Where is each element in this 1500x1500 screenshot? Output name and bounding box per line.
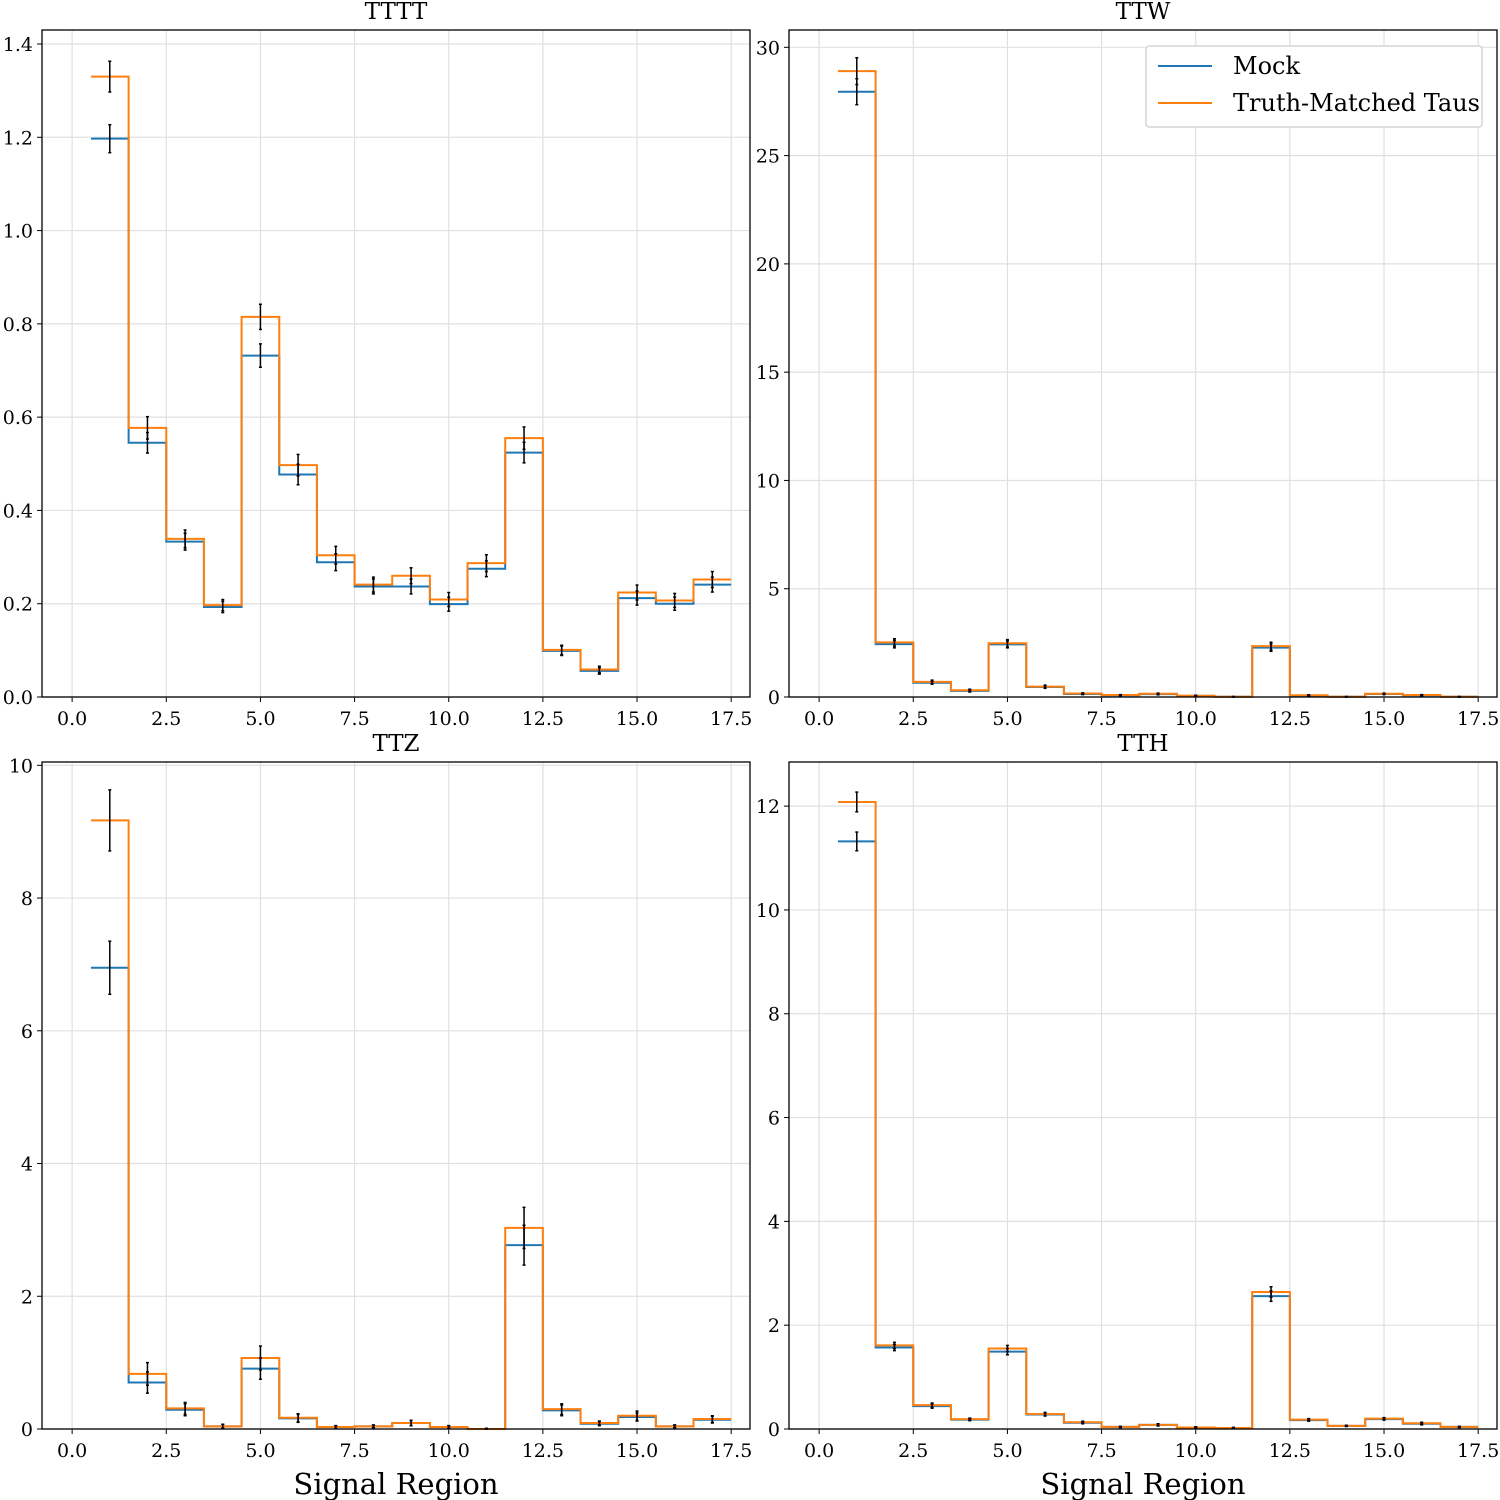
y-tick-label: 0 [21,1419,33,1441]
x-tick-label: 15.0 [1363,708,1405,730]
x-tick-label: 15.0 [616,708,658,730]
y-tick-label: 0.2 [3,594,33,616]
panel-title: TTH [1117,731,1168,757]
x-tick-label: 0.0 [57,1440,87,1462]
series-line-mock [837,90,1479,698]
panel-title: TTZ [372,731,419,757]
x-axis-label: Signal Region [1040,1467,1245,1500]
y-tick-label: 1.4 [3,34,33,56]
x-tick-label: 0.0 [804,1440,834,1462]
x-tick-label: 12.5 [1269,708,1311,730]
y-tick-label: 0 [768,1419,780,1441]
y-tick-label: 0.4 [3,500,33,522]
x-tick-label: 2.5 [898,1440,928,1462]
y-tick-label: 2 [21,1286,33,1308]
x-tick-label: 2.5 [151,1440,181,1462]
y-tick-label: 8 [768,1004,780,1026]
x-tick-label: 17.5 [710,1440,752,1462]
x-tick-label: 17.5 [710,708,752,730]
x-tick-label: 12.5 [522,1440,564,1462]
x-tick-label: 15.0 [616,1440,658,1462]
series-line-truth-matched-taus [837,70,1479,698]
series-line-mock [837,840,1479,1429]
legend-box [1145,45,1483,128]
series-line-truth-matched-taus [90,819,732,1430]
y-tick-label: 20 [756,254,780,276]
x-tick-label: 10.0 [1175,708,1217,730]
y-tick-label: 5 [768,579,780,601]
series-line-mock [90,966,732,1430]
x-tick-label: 17.5 [1457,1440,1499,1462]
axes-frame [41,29,751,698]
y-tick-label: 0.8 [3,314,33,336]
panel-tth: TTH Signal Region 0.0 2.5 5.0 7.5 10.0 12.5 15… [756,731,1500,1500]
x-tick-label: 7.5 [1086,708,1116,730]
y-tick-label: 4 [21,1154,33,1176]
y-tick-label: 10 [756,470,780,492]
x-tick-label: 5.0 [245,1440,275,1462]
x-tick-label: 2.5 [151,708,181,730]
y-tick-label: 25 [756,146,780,168]
panel-title: TTW [1116,0,1171,25]
y-tick-label: 10 [9,755,33,777]
y-tick-label: 6 [21,1021,33,1043]
x-tick-label: 10.0 [428,1440,470,1462]
x-tick-label: 7.5 [339,1440,369,1462]
y-tick-label: 12 [756,796,780,818]
x-tick-label: 15.0 [1363,1440,1405,1462]
y-tick-label: 30 [756,37,780,59]
legend-label-truth: Truth-Matched Taus [1233,89,1480,117]
x-tick-label: 7.5 [1086,1440,1116,1462]
panel-ttw: TTW 0.0 2.5 5.0 7.5 10.0 12.5 15.0 17.5 0 5 10 15 20… [756,0,1500,730]
x-tick-label: 5.0 [245,708,275,730]
x-tick-label: 10.0 [1175,1440,1217,1462]
series-line-truth-matched-taus [837,800,1479,1429]
x-tick-label: 2.5 [898,708,928,730]
x-tick-label: 17.5 [1457,708,1499,730]
y-tick-label: 10 [756,900,780,922]
x-axis-label: Signal Region [293,1467,498,1500]
panel-ttz: TTZ Signal Region 0.0 2.5 5.0 7.5 10.0 12.5 15… [9,731,753,1500]
x-tick-label: 12.5 [1269,1440,1311,1462]
y-tick-label: 1.0 [3,221,33,243]
x-tick-label: 10.0 [428,708,470,730]
legend-label-mock: Mock [1233,52,1300,80]
axes-frame [41,761,751,1430]
x-tick-label: 7.5 [339,708,369,730]
x-tick-label: 12.5 [522,708,564,730]
x-tick-label: 5.0 [992,1440,1022,1462]
x-tick-label: 5.0 [992,708,1022,730]
x-tick-label: 0.0 [804,708,834,730]
y-tick-label: 15 [756,362,780,384]
panel-title: TTTT [365,0,428,25]
y-tick-label: 4 [768,1211,780,1233]
y-tick-label: 0 [768,687,780,709]
legend: Mock Truth-Matched Taus [1145,45,1483,128]
x-tick-label: 0.0 [57,708,87,730]
y-tick-label: 0.0 [3,687,33,709]
y-tick-label: 1.2 [3,127,33,149]
y-tick-label: 0.6 [3,407,33,429]
axes-frame [788,761,1498,1430]
panel-tttt: TTTT 0.0 2.5 5.0 7.5 10.0 12.5 15.0 17.5 0.0 0.2 0… [3,0,753,730]
axes-frame [788,29,1498,698]
y-tick-label: 8 [21,888,33,910]
y-tick-label: 6 [768,1108,780,1130]
y-tick-label: 2 [768,1315,780,1337]
